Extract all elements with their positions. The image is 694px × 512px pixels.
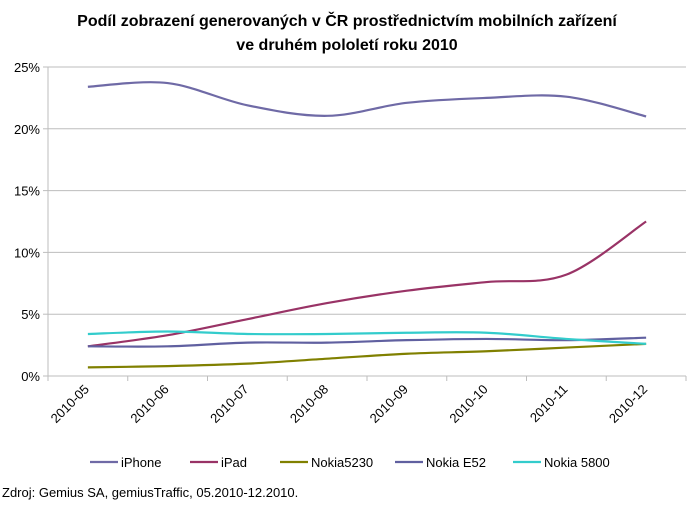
x-tick-label: 2010-06 — [127, 382, 171, 426]
y-tick-label: 5% — [21, 307, 40, 322]
series-line-nokia-5800 — [87, 330, 647, 345]
chart-title: Podíl zobrazení generovaných v ČR prostř… — [0, 10, 694, 58]
legend-label: Nokia E52 — [426, 455, 486, 470]
source-note: Zdroj: Gemius SA, gemiusTraffic, 05.2010… — [2, 485, 299, 500]
y-tick-label: 0% — [21, 369, 40, 384]
y-tick-label: 25% — [14, 60, 40, 75]
y-tick-label: 20% — [14, 122, 40, 137]
series-line-iphone — [87, 81, 647, 118]
series-line-ipad — [87, 220, 647, 348]
x-tick-label: 2010-05 — [48, 382, 92, 426]
legend-label: Nokia 5800 — [544, 455, 610, 470]
series-line-nokia5230 — [87, 342, 647, 369]
series-line-nokia-e52 — [87, 336, 647, 348]
chart-title-line-2: ve druhém pololetí roku 2010 — [236, 37, 458, 54]
x-tick-label: 2010-11 — [527, 382, 571, 426]
x-tick-label: 2010-08 — [287, 382, 331, 426]
y-tick-label: 15% — [14, 184, 40, 199]
x-tick-label: 2010-12 — [606, 382, 650, 426]
x-tick-label: 2010-07 — [207, 382, 251, 426]
legend-label: iPhone — [121, 455, 161, 470]
chart-title-line-1: Podíl zobrazení generovaných v ČR prostř… — [77, 13, 617, 30]
legend-label: iPad — [221, 455, 247, 470]
x-tick-label: 2010-09 — [367, 382, 411, 426]
y-tick-label: 10% — [14, 245, 40, 260]
legend-label: Nokia5230 — [311, 455, 373, 470]
x-tick-label: 2010-10 — [446, 382, 490, 426]
